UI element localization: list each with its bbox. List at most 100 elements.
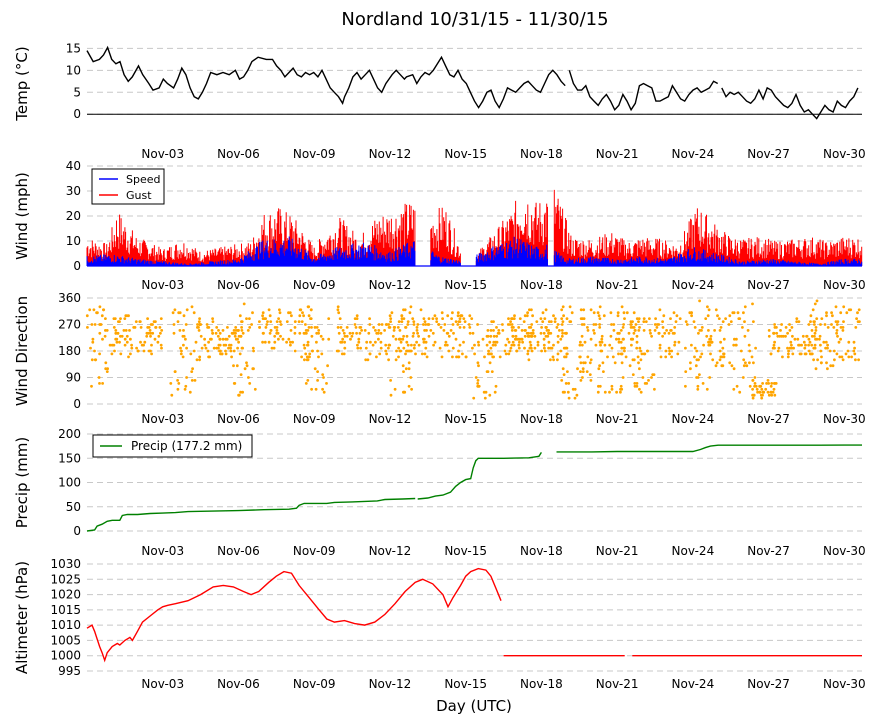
direction-point xyxy=(582,317,586,320)
direction-point xyxy=(454,320,458,323)
direction-point xyxy=(780,323,783,326)
direction-point xyxy=(743,320,746,323)
y-tick-label: 0 xyxy=(73,524,81,538)
direction-point xyxy=(542,331,546,335)
direction-point xyxy=(661,326,665,329)
direction-point xyxy=(556,323,560,326)
direction-point xyxy=(451,355,454,359)
direction-point xyxy=(240,326,244,329)
direction-point xyxy=(770,393,774,397)
direction-point xyxy=(773,382,777,385)
direction-point xyxy=(215,346,219,350)
direction-point xyxy=(204,346,208,350)
direction-point xyxy=(313,367,317,371)
direction-point xyxy=(553,320,557,323)
x-tick-label: Nov-18 xyxy=(520,677,563,691)
direction-point xyxy=(841,326,845,329)
direction-point xyxy=(786,331,789,335)
direction-point xyxy=(565,346,569,350)
direction-point xyxy=(368,323,372,326)
direction-point xyxy=(663,331,667,335)
direction-point xyxy=(772,331,776,335)
direction-point xyxy=(258,320,261,323)
direction-point xyxy=(442,329,446,332)
direction-point xyxy=(729,320,733,323)
direction-point xyxy=(401,364,405,368)
direction-point xyxy=(400,320,404,323)
direction-point xyxy=(592,329,595,332)
direction-point xyxy=(855,317,858,320)
direction-point xyxy=(417,334,420,338)
direction-point xyxy=(184,323,188,326)
direction-point xyxy=(224,352,228,356)
direction-point xyxy=(526,311,529,315)
direction-point xyxy=(523,334,527,338)
direction-point xyxy=(812,346,816,350)
direction-point xyxy=(585,370,589,373)
direction-point xyxy=(559,349,563,353)
direction-point xyxy=(594,323,598,326)
direction-point xyxy=(275,331,279,335)
direction-point xyxy=(99,323,102,326)
direction-point xyxy=(486,329,490,332)
direction-point xyxy=(622,323,625,326)
direction-point xyxy=(512,343,516,347)
direction-point xyxy=(136,349,140,353)
y-tick-label: 1030 xyxy=(50,557,81,571)
direction-point xyxy=(413,343,416,347)
direction-point xyxy=(758,390,762,394)
direction-point xyxy=(153,337,157,341)
direction-point xyxy=(200,346,204,350)
direction-point xyxy=(301,311,304,315)
direction-point xyxy=(847,355,851,359)
direction-point xyxy=(384,323,388,326)
direction-point xyxy=(438,346,442,350)
direction-point xyxy=(658,308,662,312)
direction-point xyxy=(684,384,687,388)
direction-point xyxy=(387,346,390,350)
direction-point xyxy=(400,314,404,318)
direction-point xyxy=(664,349,668,353)
direction-point xyxy=(517,326,521,329)
direction-point xyxy=(404,367,408,371)
direction-point xyxy=(351,331,355,335)
direction-point xyxy=(293,331,297,335)
direction-point xyxy=(462,340,465,344)
temp-line xyxy=(568,70,719,112)
direction-point xyxy=(631,326,635,329)
direction-point xyxy=(610,346,614,350)
direction-point xyxy=(227,334,231,338)
direction-point xyxy=(788,329,792,332)
direction-point xyxy=(146,326,150,329)
direction-point xyxy=(600,337,604,341)
direction-point xyxy=(367,331,371,335)
direction-point xyxy=(560,308,564,312)
direction-point xyxy=(364,346,368,350)
direction-point xyxy=(148,329,152,332)
direction-point xyxy=(813,343,817,347)
direction-point xyxy=(732,387,736,391)
direction-point xyxy=(543,317,547,320)
x-tick-label: Nov-06 xyxy=(217,412,260,426)
direction-point xyxy=(477,340,480,344)
direction-point xyxy=(751,387,754,391)
direction-point xyxy=(622,337,625,341)
direction-point xyxy=(454,337,458,341)
direction-point xyxy=(818,334,822,338)
direction-point xyxy=(772,343,776,347)
direction-point xyxy=(814,367,818,371)
direction-point xyxy=(241,390,245,394)
direction-point xyxy=(567,382,571,385)
x-tick-label: Nov-09 xyxy=(293,147,336,161)
direction-point xyxy=(789,340,793,344)
direction-point xyxy=(423,320,427,323)
direction-point xyxy=(449,329,453,332)
direction-point xyxy=(322,376,325,379)
x-tick-label: Nov-30 xyxy=(823,278,866,292)
direction-point xyxy=(117,320,120,323)
direction-point xyxy=(722,352,725,356)
direction-point xyxy=(598,364,601,368)
direction-point xyxy=(90,358,94,362)
y-tick-label: 1015 xyxy=(50,603,81,617)
direction-point xyxy=(368,352,372,356)
